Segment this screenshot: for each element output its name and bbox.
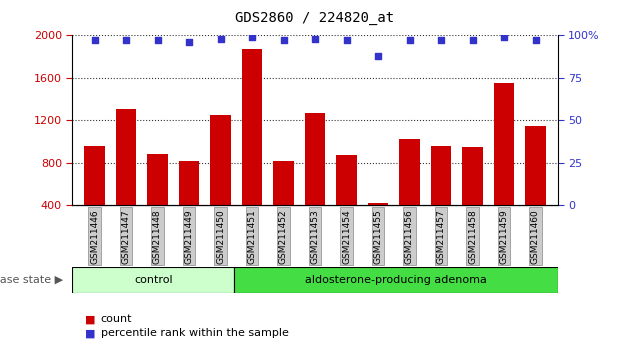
Text: GSM211450: GSM211450: [216, 209, 225, 264]
Bar: [399, 139, 420, 205]
Text: ■: ■: [85, 314, 96, 324]
Point: [341, 38, 352, 43]
Point: [530, 38, 541, 43]
Point: [215, 36, 226, 42]
Text: count: count: [101, 314, 132, 324]
Text: GSM211447: GSM211447: [122, 209, 130, 264]
Bar: [84, 146, 105, 205]
Bar: [431, 146, 451, 205]
Text: ■: ■: [85, 329, 96, 338]
Bar: [305, 113, 325, 205]
Text: GSM211460: GSM211460: [531, 209, 540, 264]
Text: GSM211457: GSM211457: [437, 209, 445, 264]
Bar: [179, 161, 199, 205]
Point: [467, 38, 478, 43]
Text: GSM211454: GSM211454: [342, 209, 351, 264]
Bar: [116, 109, 136, 205]
Bar: [368, 203, 388, 205]
Text: GSM211451: GSM211451: [248, 209, 256, 264]
Bar: [494, 83, 514, 205]
Point: [184, 39, 194, 45]
Point: [404, 38, 415, 43]
Point: [247, 34, 257, 40]
Text: GSM211449: GSM211449: [185, 209, 193, 264]
Text: control: control: [134, 275, 173, 285]
Bar: [147, 154, 168, 205]
Point: [373, 53, 383, 59]
Bar: [336, 155, 357, 205]
Bar: [210, 115, 231, 205]
Bar: [242, 49, 262, 205]
Bar: [525, 126, 546, 205]
Point: [436, 38, 446, 43]
Point: [121, 38, 131, 43]
Text: percentile rank within the sample: percentile rank within the sample: [101, 329, 289, 338]
Text: GSM211448: GSM211448: [153, 209, 162, 264]
Text: GSM211455: GSM211455: [374, 209, 382, 264]
Text: GSM211456: GSM211456: [405, 209, 414, 264]
Text: aldosterone-producing adenoma: aldosterone-producing adenoma: [305, 275, 487, 285]
Text: GSM211459: GSM211459: [500, 209, 508, 264]
Point: [310, 36, 320, 42]
Point: [152, 38, 163, 43]
Text: GSM211446: GSM211446: [90, 209, 99, 264]
Text: GSM211453: GSM211453: [311, 209, 319, 264]
Bar: [234, 267, 558, 293]
Bar: [462, 147, 483, 205]
Point: [89, 38, 100, 43]
Point: [278, 38, 289, 43]
Bar: [72, 267, 234, 293]
Text: disease state ▶: disease state ▶: [0, 275, 63, 285]
Point: [499, 34, 509, 40]
Text: GDS2860 / 224820_at: GDS2860 / 224820_at: [236, 11, 394, 25]
Text: GSM211452: GSM211452: [279, 209, 288, 264]
Bar: [273, 161, 294, 205]
Text: GSM211458: GSM211458: [468, 209, 477, 264]
